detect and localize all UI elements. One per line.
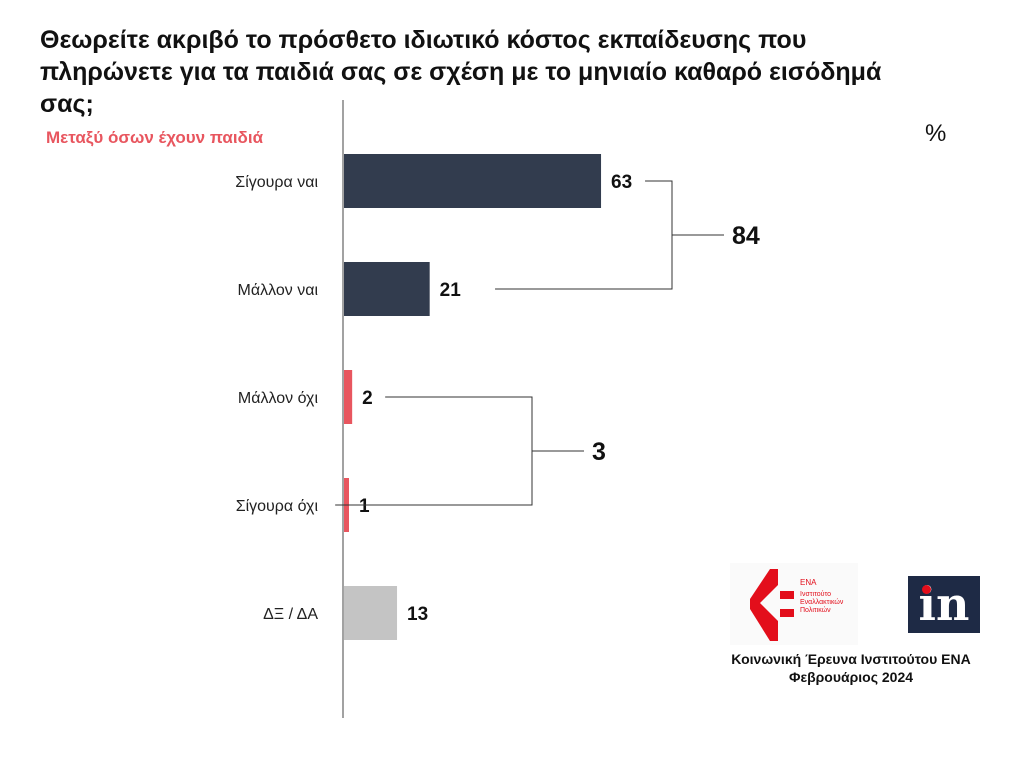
in-logo: in <box>908 576 980 633</box>
chart-subtitle: Μεταξύ όσων έχουν παιδιά <box>46 128 264 147</box>
value-label: 63 <box>611 172 632 193</box>
group-total-label: 3 <box>592 438 606 466</box>
value-label: 13 <box>407 604 428 625</box>
bar-2 <box>344 262 430 316</box>
category-label: ΔΞ / ΔΑ <box>263 606 318 623</box>
bar-3 <box>344 370 353 424</box>
ena-logo-text: ΕΝΑ Ινστιτούτο Εναλλακτικών Πολιτικών <box>800 578 844 615</box>
source-line-2: Φεβρουάριος 2024 <box>788 669 914 685</box>
group-bracket-1 <box>495 180 724 290</box>
category-label: Μάλλον ναι <box>238 282 319 299</box>
value-label: 1 <box>359 496 370 517</box>
source-note: Κοινωνική Έρευνα Ινστιτούτου ΕΝΑ Φεβρουά… <box>720 650 982 686</box>
unit-label: % <box>925 120 947 147</box>
category-label: Μάλλον όχι <box>238 390 319 407</box>
ena-mark-icon <box>750 569 794 641</box>
logo-dot-icon <box>922 585 931 594</box>
ena-institute-logo: ΕΝΑ Ινστιτούτο Εναλλακτικών Πολιτικών <box>730 563 858 645</box>
bar-5 <box>344 586 398 640</box>
bar-1 <box>344 154 602 208</box>
group-bracket-2 <box>335 396 584 506</box>
chart-title: Θεωρείτε ακριβό το πρόσθετο ιδιωτικό κόσ… <box>40 26 882 118</box>
source-line-1: Κοινωνική Έρευνα Ινστιτούτου ΕΝΑ <box>731 651 971 667</box>
value-label: 21 <box>440 280 462 301</box>
value-label: 2 <box>362 388 373 409</box>
group-total-label: 84 <box>732 222 760 250</box>
category-label: Σίγουρα ναι <box>235 174 318 191</box>
category-label: Σίγουρα όχι <box>236 498 319 515</box>
